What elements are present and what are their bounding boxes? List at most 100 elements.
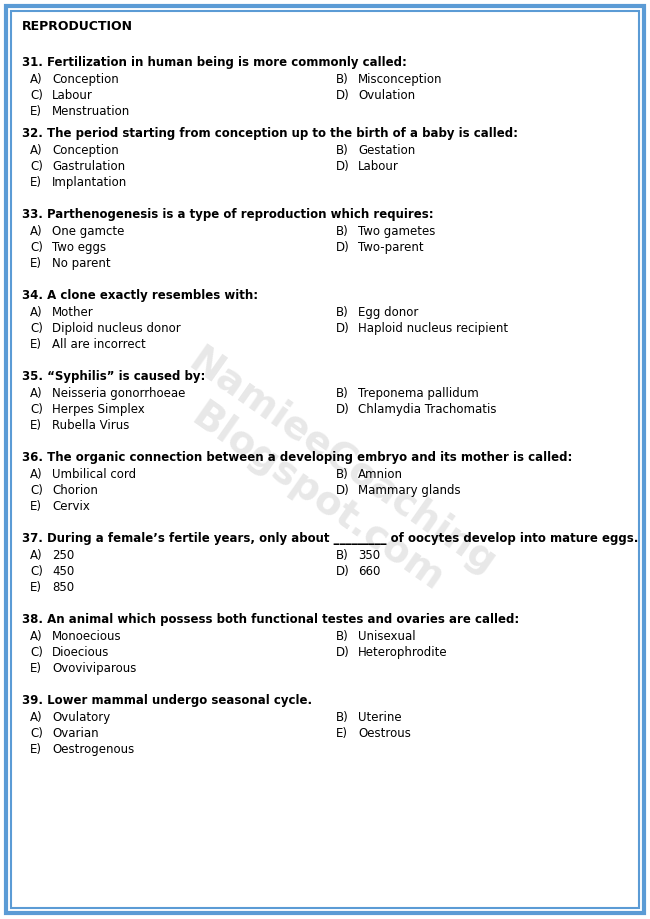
Text: 660: 660 bbox=[358, 565, 380, 578]
Text: Two-parent: Two-parent bbox=[358, 241, 424, 254]
Text: Rubella Virus: Rubella Virus bbox=[52, 419, 129, 432]
Text: B): B) bbox=[336, 73, 349, 86]
Text: D): D) bbox=[336, 160, 350, 173]
Text: C): C) bbox=[30, 565, 43, 578]
Text: A): A) bbox=[30, 306, 43, 319]
Text: REPRODUCTION: REPRODUCTION bbox=[22, 20, 133, 33]
Text: 39. Lower mammal undergo seasonal cycle.: 39. Lower mammal undergo seasonal cycle. bbox=[22, 694, 312, 707]
Text: D): D) bbox=[336, 565, 350, 578]
Text: Ovulatory: Ovulatory bbox=[52, 711, 110, 724]
Text: Neisseria gonorrhoeae: Neisseria gonorrhoeae bbox=[52, 387, 185, 400]
Text: E): E) bbox=[30, 419, 42, 432]
Text: D): D) bbox=[336, 484, 350, 497]
FancyBboxPatch shape bbox=[11, 11, 639, 908]
Text: Heterophrodite: Heterophrodite bbox=[358, 646, 448, 659]
Text: 38. An animal which possess both functional testes and ovaries are called:: 38. An animal which possess both functio… bbox=[22, 613, 519, 626]
Text: Ovarian: Ovarian bbox=[52, 727, 99, 740]
Text: E): E) bbox=[30, 176, 42, 189]
Text: C): C) bbox=[30, 160, 43, 173]
Text: Amnion: Amnion bbox=[358, 468, 403, 481]
Text: E): E) bbox=[30, 338, 42, 351]
Text: C): C) bbox=[30, 727, 43, 740]
Text: Conception: Conception bbox=[52, 73, 119, 86]
Text: Herpes Simplex: Herpes Simplex bbox=[52, 403, 145, 416]
Text: D): D) bbox=[336, 241, 350, 254]
Text: Umbilical cord: Umbilical cord bbox=[52, 468, 136, 481]
Text: 36. The organic connection between a developing embryo and its mother is called:: 36. The organic connection between a dev… bbox=[22, 451, 573, 464]
Text: Misconception: Misconception bbox=[358, 73, 443, 86]
Text: Labour: Labour bbox=[52, 89, 93, 102]
Text: 33. Parthenogenesis is a type of reproduction which requires:: 33. Parthenogenesis is a type of reprodu… bbox=[22, 208, 434, 221]
Text: 35. “Syphilis” is caused by:: 35. “Syphilis” is caused by: bbox=[22, 370, 205, 383]
Text: One gamcte: One gamcte bbox=[52, 225, 124, 238]
Text: Dioecious: Dioecious bbox=[52, 646, 109, 659]
Text: B): B) bbox=[336, 225, 349, 238]
Text: B): B) bbox=[336, 630, 349, 643]
Text: 31. Fertilization in human being is more commonly called:: 31. Fertilization in human being is more… bbox=[22, 56, 407, 69]
Text: C): C) bbox=[30, 403, 43, 416]
Text: E): E) bbox=[30, 581, 42, 594]
Text: C): C) bbox=[30, 322, 43, 335]
Text: B): B) bbox=[336, 549, 349, 562]
Text: B): B) bbox=[336, 306, 349, 319]
Text: Ovoviviparous: Ovoviviparous bbox=[52, 662, 136, 675]
Text: 850: 850 bbox=[52, 581, 74, 594]
Text: Chlamydia Trachomatis: Chlamydia Trachomatis bbox=[358, 403, 497, 416]
Text: Mammary glands: Mammary glands bbox=[358, 484, 461, 497]
Text: 37. During a female’s fertile years, only about _________ of oocytes develop int: 37. During a female’s fertile years, onl… bbox=[22, 532, 638, 545]
Text: Cervix: Cervix bbox=[52, 500, 90, 513]
Text: 34. A clone exactly resembles with:: 34. A clone exactly resembles with: bbox=[22, 289, 258, 302]
Text: Menstruation: Menstruation bbox=[52, 105, 130, 118]
Text: E): E) bbox=[30, 500, 42, 513]
Text: Oestrous: Oestrous bbox=[358, 727, 411, 740]
Text: Labour: Labour bbox=[358, 160, 399, 173]
Text: A): A) bbox=[30, 630, 43, 643]
Text: B): B) bbox=[336, 468, 349, 481]
Text: A): A) bbox=[30, 225, 43, 238]
Text: A): A) bbox=[30, 73, 43, 86]
Text: D): D) bbox=[336, 646, 350, 659]
Text: No parent: No parent bbox=[52, 257, 110, 270]
Text: D): D) bbox=[336, 403, 350, 416]
Text: C): C) bbox=[30, 484, 43, 497]
Text: 250: 250 bbox=[52, 549, 74, 562]
Text: E): E) bbox=[30, 105, 42, 118]
Text: Oestrogenous: Oestrogenous bbox=[52, 743, 135, 756]
Text: Mother: Mother bbox=[52, 306, 94, 319]
Text: A): A) bbox=[30, 387, 43, 400]
Text: Ovulation: Ovulation bbox=[358, 89, 415, 102]
Text: NamieeCoaching
Blogspot.com: NamieeCoaching Blogspot.com bbox=[157, 342, 503, 618]
Text: Two gametes: Two gametes bbox=[358, 225, 436, 238]
Text: Implantation: Implantation bbox=[52, 176, 127, 189]
Text: C): C) bbox=[30, 241, 43, 254]
Text: E): E) bbox=[336, 727, 348, 740]
Text: E): E) bbox=[30, 743, 42, 756]
Text: 350: 350 bbox=[358, 549, 380, 562]
Text: Haploid nucleus recipient: Haploid nucleus recipient bbox=[358, 322, 508, 335]
Text: B): B) bbox=[336, 387, 349, 400]
Text: D): D) bbox=[336, 89, 350, 102]
Text: Gestation: Gestation bbox=[358, 144, 415, 157]
Text: 450: 450 bbox=[52, 565, 74, 578]
Text: Unisexual: Unisexual bbox=[358, 630, 415, 643]
Text: E): E) bbox=[30, 257, 42, 270]
Text: B): B) bbox=[336, 711, 349, 724]
Text: Conception: Conception bbox=[52, 144, 119, 157]
Text: C): C) bbox=[30, 646, 43, 659]
Text: D): D) bbox=[336, 322, 350, 335]
Text: A): A) bbox=[30, 549, 43, 562]
Text: Gastrulation: Gastrulation bbox=[52, 160, 125, 173]
FancyBboxPatch shape bbox=[6, 6, 644, 913]
Text: 32. The period starting from conception up to the birth of a baby is called:: 32. The period starting from conception … bbox=[22, 127, 518, 140]
Text: All are incorrect: All are incorrect bbox=[52, 338, 146, 351]
Text: A): A) bbox=[30, 711, 43, 724]
Text: B): B) bbox=[336, 144, 349, 157]
Text: A): A) bbox=[30, 468, 43, 481]
Text: Monoecious: Monoecious bbox=[52, 630, 122, 643]
Text: Treponema pallidum: Treponema pallidum bbox=[358, 387, 479, 400]
Text: A): A) bbox=[30, 144, 43, 157]
Text: Diploid nucleus donor: Diploid nucleus donor bbox=[52, 322, 181, 335]
Text: Egg donor: Egg donor bbox=[358, 306, 419, 319]
Text: Chorion: Chorion bbox=[52, 484, 98, 497]
Text: Two eggs: Two eggs bbox=[52, 241, 106, 254]
